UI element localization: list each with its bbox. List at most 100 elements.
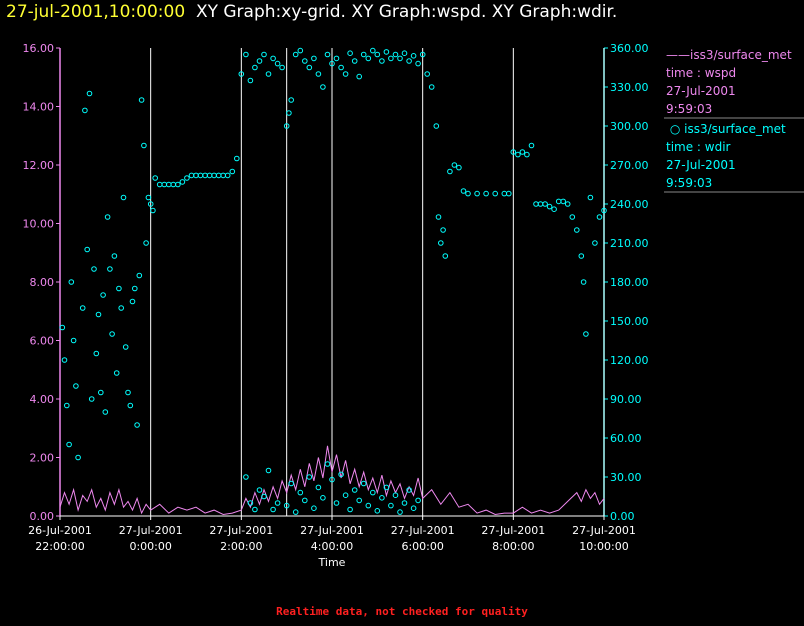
wdir-data-point — [132, 285, 138, 292]
wdir-data-point — [578, 253, 585, 259]
wdir-data-point — [75, 454, 81, 461]
wdir-data-point — [564, 201, 571, 207]
wdir-data-point — [116, 285, 122, 292]
wdir-data-point — [338, 64, 344, 71]
x-axis-tick-label-time: 0:00:00 — [129, 540, 171, 553]
right-axis-tick-label: 240.00 — [610, 198, 649, 211]
legend-wspd-var: time : wspd — [666, 66, 737, 80]
title-graph-list: XY Graph:xy-grid. XY Graph:wspd. XY Grap… — [195, 2, 618, 22]
wdir-data-point — [383, 484, 390, 491]
wdir-data-point — [170, 181, 177, 188]
left-axis-tick-label: 2.00 — [30, 452, 55, 465]
left-axis-tick-label: 14.00 — [23, 101, 55, 114]
legend-wdir-series: ○ iss3/surface_met — [666, 122, 786, 136]
wdir-data-point — [442, 253, 449, 259]
wdir-data-point — [546, 203, 553, 210]
wdir-data-point — [533, 201, 539, 207]
wdir-data-point — [406, 487, 412, 493]
x-axis-tick-label-date: 27-Jul-2001 — [119, 524, 183, 537]
wdir-data-point — [161, 181, 168, 188]
x-axis-tick-label-date: 26-Jul-2001 — [28, 524, 92, 537]
wdir-data-point — [374, 51, 381, 58]
wdir-data-point — [274, 500, 281, 506]
wdir-data-point — [61, 357, 68, 363]
right-axis-tick-label: 180.00 — [610, 276, 649, 289]
wdir-data-point — [510, 149, 517, 155]
wdir-data-point — [401, 50, 408, 57]
wdir-data-point — [424, 71, 431, 77]
wdir-data-point — [109, 331, 115, 337]
legend-wspd-time: 9:59:03 — [666, 102, 713, 116]
wdir-data-point — [206, 172, 213, 179]
wdir-data-point — [329, 476, 335, 483]
wdir-data-point — [129, 298, 136, 305]
wdir-data-point — [311, 505, 317, 512]
wdir-data-point — [333, 55, 340, 62]
wdir-data-point — [483, 190, 489, 197]
wdir-data-point — [256, 487, 263, 493]
wdir-data-point — [374, 508, 381, 514]
wdir-data-point — [596, 214, 603, 220]
wdir-data-point — [302, 58, 308, 64]
wdir-data-point — [143, 240, 149, 246]
wdir-data-point — [329, 60, 335, 67]
x-axis-tick-label-date: 27-Jul-2001 — [209, 524, 273, 537]
wdir-data-point — [215, 172, 222, 179]
left-axis-tick-label: 10.00 — [23, 218, 55, 231]
wdir-data-point — [179, 179, 186, 185]
wdir-data-point — [370, 489, 376, 496]
wdir-data-point — [243, 474, 249, 480]
wdir-data-point — [79, 305, 86, 311]
wdir-data-point — [360, 480, 367, 487]
wdir-data-point — [95, 311, 102, 318]
wdir-data-point — [118, 305, 124, 311]
wdir-data-point — [261, 493, 267, 500]
x-axis-tick-label-time: 6:00:00 — [401, 540, 443, 553]
wdir-data-point — [59, 324, 66, 331]
wdir-data-point — [537, 201, 544, 207]
wdir-data-point — [392, 51, 399, 58]
wdir-data-point — [122, 344, 129, 350]
wdir-data-point — [492, 190, 499, 197]
legend-wspd-series: ——iss3/surface_met — [666, 48, 792, 62]
left-axis-tick-label: 6.00 — [30, 335, 55, 348]
wdir-data-point — [265, 71, 272, 77]
wdir-data-point — [202, 172, 208, 179]
wdir-data-point — [320, 495, 326, 501]
footer-note: Realtime data, not checked for quality — [276, 605, 528, 618]
wdir-data-point — [574, 227, 580, 233]
wdir-data-point — [410, 505, 417, 512]
x-axis-tick-label-date: 27-Jul-2001 — [300, 524, 364, 537]
wdir-data-point — [102, 409, 109, 415]
right-axis-tick-label: 300.00 — [610, 120, 649, 133]
left-axis-tick-label: 12.00 — [23, 159, 55, 172]
wdir-data-point — [524, 151, 530, 158]
wdir-data-point — [370, 47, 376, 54]
wdir-data-point — [583, 331, 589, 337]
x-axis-tick-label-time: 4:00:00 — [311, 540, 353, 553]
wdir-data-point — [211, 172, 217, 179]
x-axis-label: Time — [318, 556, 346, 569]
wdir-data-point — [456, 164, 462, 171]
wdir-data-point — [506, 190, 512, 197]
wdir-data-point — [150, 207, 156, 214]
wdir-data-point — [560, 198, 567, 205]
wdir-data-point — [256, 58, 263, 64]
legend-wspd-date: 27-Jul-2001 — [666, 84, 736, 98]
wdir-data-point — [234, 155, 240, 162]
wdir-data-point — [415, 497, 421, 504]
wdir-data-point — [528, 142, 535, 149]
left-axis-tick-label: 16.00 — [23, 42, 55, 55]
wdir-data-point — [229, 168, 236, 175]
wdir-data-point — [338, 471, 344, 478]
wdir-data-point — [292, 509, 299, 515]
wdir-data-point — [406, 58, 412, 64]
wdir-data-point — [68, 279, 75, 285]
wdir-data-point — [356, 497, 363, 504]
wdir-data-point — [419, 51, 426, 58]
wdir-data-point — [252, 506, 258, 513]
wdir-data-point — [356, 73, 363, 80]
wdir-data-point — [460, 188, 467, 194]
wdir-data-point — [342, 492, 349, 499]
